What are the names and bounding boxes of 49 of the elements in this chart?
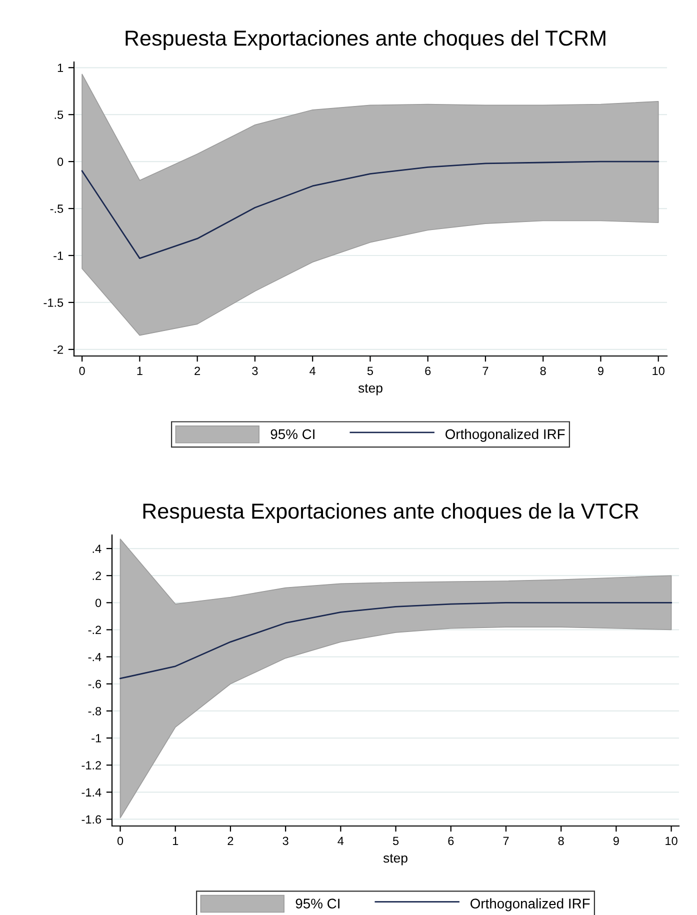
x-tick-label: 4	[338, 836, 344, 845]
x-tick-label: 10	[666, 836, 678, 846]
x-tick-label: 1	[172, 836, 178, 845]
y-tick-label: .4	[92, 544, 102, 553]
y-tick-label: .2	[92, 572, 101, 580]
y-tick-label: 0	[95, 598, 102, 608]
y-tick-label: 0	[57, 158, 64, 166]
y-tick-label: -1	[92, 734, 102, 742]
x-axis-title: step	[358, 384, 382, 396]
x-tick-label: 6	[425, 366, 431, 376]
line-series	[120, 602, 672, 680]
x-tick-label: 7	[503, 836, 509, 845]
y-tick-label: -.4	[88, 652, 102, 662]
x-tick-label: 8	[540, 366, 546, 376]
x-tick-label: 1	[137, 366, 142, 375]
x-tick-label: 5	[367, 366, 373, 376]
line-series	[81, 160, 660, 260]
y-tick-label: -.2	[88, 626, 101, 634]
text: 95% CI	[296, 898, 340, 909]
x-tick-label: 9	[613, 836, 619, 846]
text: 95% CI	[270, 429, 314, 440]
x-tick-label: 0	[117, 836, 124, 846]
y-tick-label: .5	[54, 110, 64, 119]
x-tick-label: 6	[448, 836, 454, 846]
y-tick-label: -.6	[88, 680, 102, 688]
x-tick-label: 3	[252, 366, 258, 376]
x-tick-label: 2	[228, 836, 234, 845]
x-tick-label: 7	[482, 366, 488, 375]
y-tick-label: -1.4	[82, 788, 102, 796]
x-tick-label: 2	[194, 366, 200, 375]
y-tick-label: -1.2	[82, 761, 101, 770]
y-tick-label: -.8	[88, 706, 102, 716]
y-tick-label: -.5	[50, 204, 64, 213]
y-tick-label: 1	[58, 64, 64, 72]
chart-title: Respuesta Exportaciones ante choques de la VTCR	[143, 502, 638, 524]
x-tick-label: 3	[282, 836, 288, 846]
y-tick-label: -1	[54, 252, 64, 260]
x-tick-label: 5	[392, 836, 399, 846]
x-tick-label: 4	[310, 366, 316, 375]
text: Orthogonalized IRF	[470, 898, 590, 912]
x-tick-label: 9	[598, 366, 604, 376]
y-tick-label: -1.6	[82, 815, 102, 824]
x-tick-label: 8	[558, 836, 564, 846]
y-tick-label: -2	[54, 345, 63, 354]
y-tick-label: -1.5	[44, 298, 64, 307]
x-axis-title: step	[383, 854, 408, 866]
x-tick-label: 10	[652, 366, 664, 376]
chart-title: Respuesta Exportaciones ante choques del TCRM	[126, 30, 606, 50]
text: Orthogonalized IRF	[446, 428, 565, 442]
